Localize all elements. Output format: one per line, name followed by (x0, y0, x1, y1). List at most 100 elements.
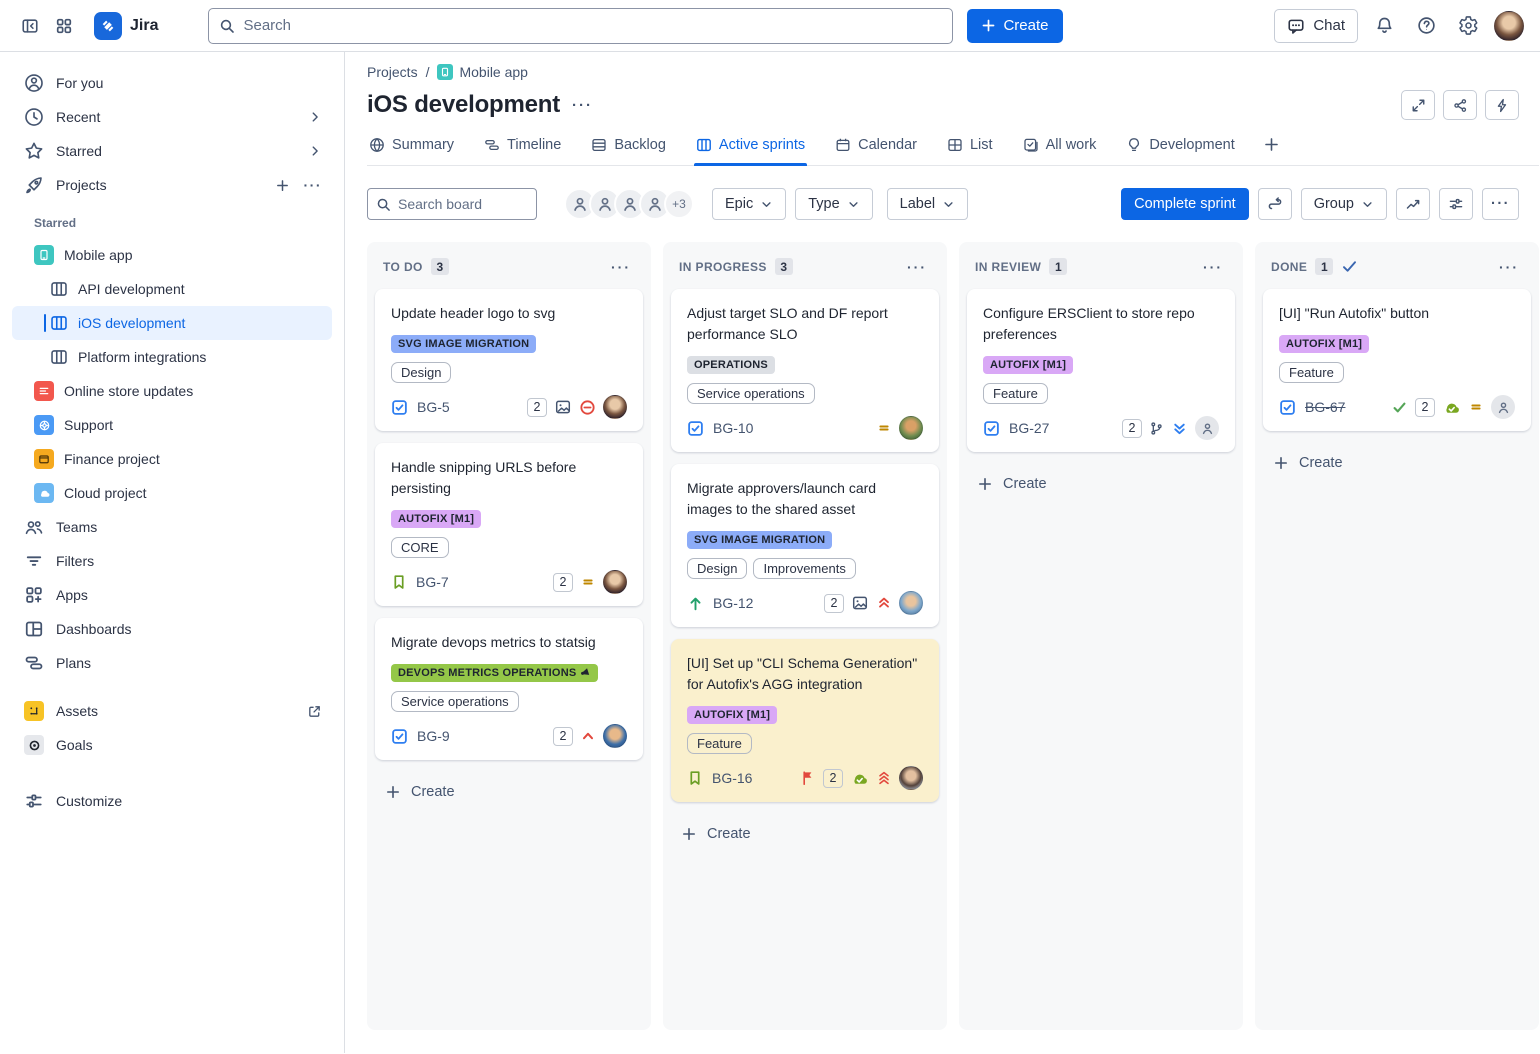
insights-button[interactable] (1396, 188, 1430, 220)
column-title: IN PROGRESS (679, 259, 767, 274)
app-switcher-button[interactable] (48, 10, 80, 42)
assignee-avatar[interactable] (603, 395, 627, 419)
epic-filter-dropdown[interactable]: Epic (712, 188, 787, 220)
add-project-icon[interactable] (275, 178, 290, 193)
assignee-avatar[interactable] (899, 416, 923, 440)
type-filter-dropdown[interactable]: Type (795, 188, 873, 220)
chat-button[interactable]: Chat (1274, 8, 1358, 43)
tab-calendar[interactable]: Calendar (833, 137, 919, 165)
issue-card[interactable]: Configure ERSClient to store repo prefer… (967, 289, 1235, 452)
create-issue-button[interactable]: Create (375, 776, 643, 808)
sidebar-item-customize[interactable]: Customize (12, 784, 332, 818)
sidebar-board-platform-integrations[interactable]: Platform integrations (12, 340, 332, 374)
jira-home-link[interactable]: Jira (94, 11, 158, 40)
issue-card[interactable]: Update header logo to svg SVG IMAGE MIGR… (375, 289, 643, 431)
projects-more-icon[interactable]: ··· (303, 177, 322, 193)
sidebar-item-dashboards[interactable]: Dashboards (12, 612, 332, 646)
sidebar-item-projects[interactable]: Projects ··· (12, 168, 332, 202)
column-more-icon[interactable]: ··· (611, 258, 631, 275)
sidebar-item-plans[interactable]: Plans (12, 646, 332, 680)
create-issue-button[interactable]: Create (1263, 447, 1531, 479)
unassigned-avatar[interactable] (1491, 395, 1515, 419)
tab-list[interactable]: List (945, 137, 995, 165)
sidebar: For you Recent Starred Projects ··· Star… (0, 52, 345, 1053)
collapse-sidebar-button[interactable] (14, 10, 46, 42)
tab-summary[interactable]: Summary (367, 137, 456, 165)
board-settings-button[interactable] (1439, 188, 1473, 220)
tab-backlog[interactable]: Backlog (589, 137, 668, 165)
complete-sprint-button[interactable]: Complete sprint (1121, 188, 1249, 220)
sidebar-item-starred[interactable]: Starred (12, 134, 332, 168)
global-search[interactable] (208, 7, 954, 44)
sidebar-item-apps[interactable]: Apps (12, 578, 332, 612)
share-button[interactable] (1443, 90, 1477, 120)
board-search[interactable] (367, 188, 537, 220)
sidebar-project-finance[interactable]: Finance project (12, 442, 332, 476)
create-button[interactable]: Create (967, 8, 1063, 43)
create-issue-button[interactable]: Create (967, 468, 1235, 500)
sidebar-item-goals[interactable]: Goals (12, 728, 332, 762)
sidebar-board-ios-development[interactable]: iOS development (12, 306, 332, 340)
tab-timeline[interactable]: Timeline (482, 137, 563, 165)
assignee-avatar[interactable] (899, 591, 923, 615)
priority-highest-icon (879, 771, 889, 785)
assignee-avatar[interactable] (899, 766, 923, 790)
group-dropdown[interactable]: Group (1300, 188, 1387, 220)
sprint-capacity-button[interactable] (1257, 188, 1292, 220)
tab-development[interactable]: Development (1124, 137, 1236, 165)
column-more-icon[interactable]: ··· (907, 258, 927, 275)
tab-active-sprints[interactable]: Active sprints (693, 137, 808, 166)
epic-tag[interactable]: DEVOPS METRICS OPERATIONS (391, 664, 599, 682)
create-issue-button[interactable]: Create (671, 818, 939, 850)
column-count-badge: 3 (774, 258, 793, 275)
sidebar-item-recent[interactable]: Recent (12, 100, 332, 134)
label-filter-dropdown[interactable]: Label (886, 188, 969, 220)
epic-tag[interactable]: SVG IMAGE MIGRATION (687, 531, 833, 549)
sidebar-project-support[interactable]: Support (12, 408, 332, 442)
issue-card[interactable]: Migrate approvers/launch card images to … (671, 464, 939, 627)
automation-button[interactable] (1485, 90, 1519, 120)
sidebar-project-mobile-app[interactable]: Mobile app (12, 238, 332, 272)
epic-tag[interactable]: AUTOFIX [M1] (1279, 335, 1370, 353)
epic-tag[interactable]: OPERATIONS (687, 356, 775, 374)
sidebar-project-online-store-updates[interactable]: Online store updates (12, 374, 332, 408)
assignee-avatar[interactable] (589, 188, 621, 220)
issue-card[interactable]: Handle snipping URLS before persisting A… (375, 443, 643, 606)
tab-all-work[interactable]: All work (1021, 137, 1099, 165)
sidebar-item-assets[interactable]: Assets (12, 694, 332, 728)
assignee-filter-avatars[interactable]: +3 (564, 188, 694, 220)
sidebar-item-filters[interactable]: Filters (12, 544, 332, 578)
breadcrumb-projects-link[interactable]: Projects (367, 64, 418, 80)
backlog-icon (592, 138, 606, 151)
breadcrumb-project-link[interactable]: Mobile app (437, 64, 528, 80)
lightning-icon (1497, 98, 1506, 112)
sidebar-item-for-you[interactable]: For you (12, 66, 332, 100)
sidebar-board-api-development[interactable]: API development (12, 272, 332, 306)
column-more-icon[interactable]: ··· (1203, 258, 1223, 275)
help-button[interactable] (1410, 10, 1442, 42)
title-more-icon[interactable]: ··· (572, 96, 594, 114)
column-more-icon[interactable]: ··· (1499, 258, 1519, 275)
add-tab-button[interactable] (1263, 136, 1280, 165)
sidebar-project-cloud[interactable]: Cloud project (12, 476, 332, 510)
issue-card[interactable]: Migrate devops metrics to statsig DEVOPS… (375, 618, 643, 760)
epic-tag[interactable]: AUTOFIX [M1] (391, 510, 482, 528)
settings-button[interactable] (1452, 10, 1484, 42)
epic-tag[interactable]: AUTOFIX [M1] (983, 356, 1074, 374)
epic-tag[interactable]: SVG IMAGE MIGRATION (391, 335, 537, 353)
notifications-button[interactable] (1368, 10, 1400, 42)
assignee-overflow-badge[interactable]: +3 (664, 189, 694, 219)
global-search-input[interactable] (243, 17, 943, 34)
unassigned-avatar[interactable] (1195, 416, 1219, 440)
sidebar-item-teams[interactable]: Teams (12, 510, 332, 544)
assignee-avatar[interactable] (603, 724, 627, 748)
board-more-button[interactable]: ··· (1482, 188, 1519, 220)
issue-card[interactable]: Adjust target SLO and DF report performa… (671, 289, 939, 452)
board-search-input[interactable] (398, 196, 528, 212)
issue-card[interactable]: [UI] "Run Autofix" button AUTOFIX [M1] F… (1263, 289, 1531, 431)
epic-tag[interactable]: AUTOFIX [M1] (687, 706, 778, 724)
fullscreen-button[interactable] (1401, 90, 1435, 120)
issue-card-flagged[interactable]: [UI] Set up "CLI Schema Generation" for … (671, 639, 939, 802)
assignee-avatar[interactable] (603, 570, 627, 594)
user-avatar[interactable] (1494, 10, 1524, 41)
